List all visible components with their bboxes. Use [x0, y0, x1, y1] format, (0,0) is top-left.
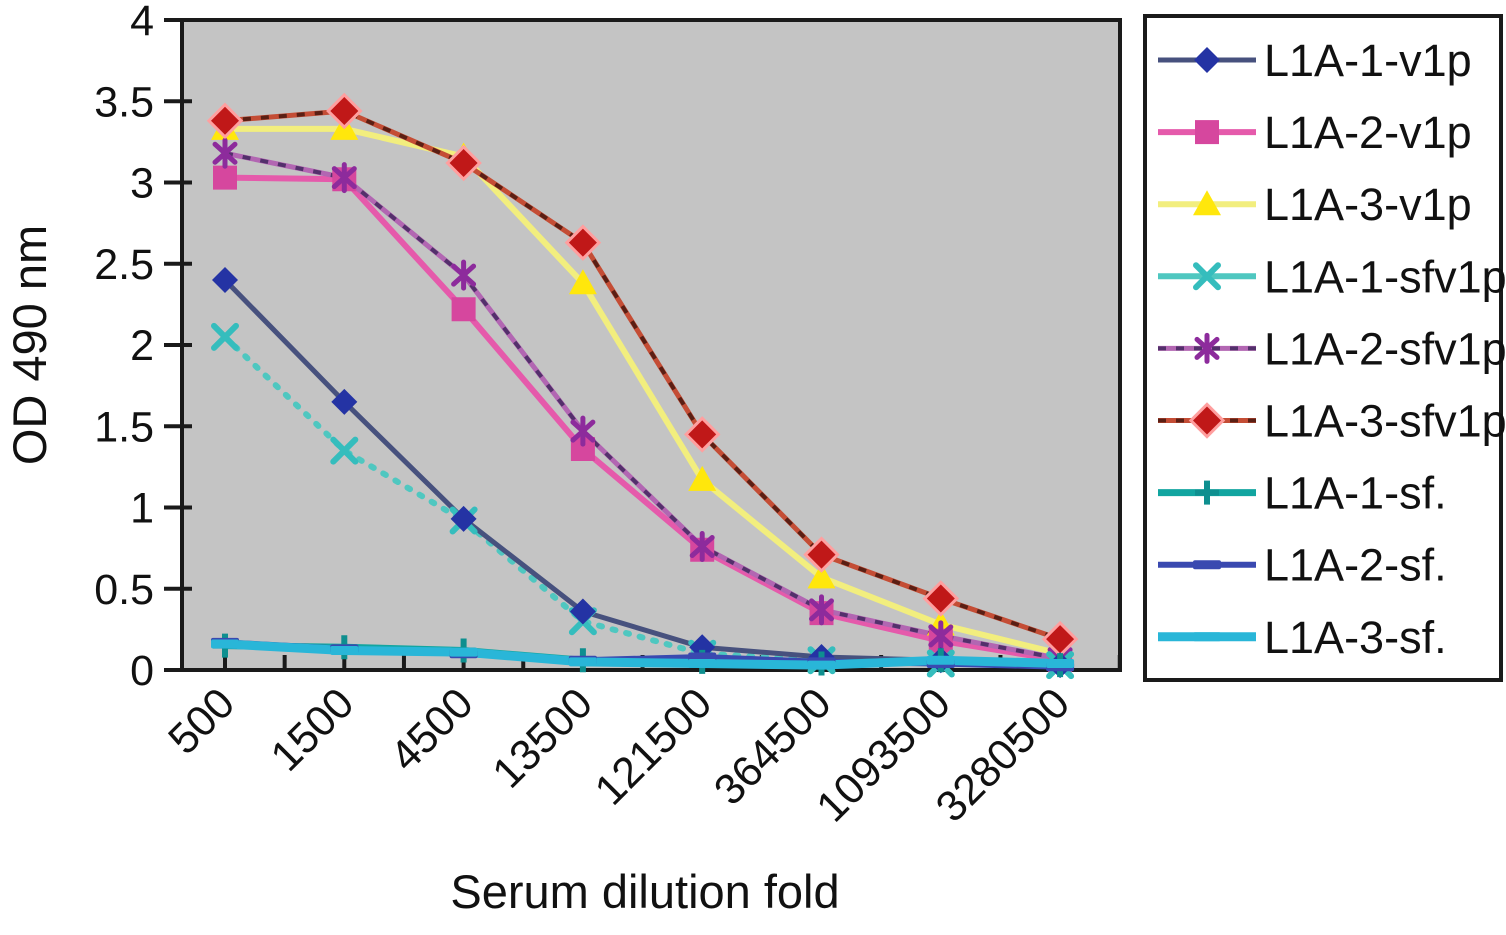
marker-diamond-halo — [803, 536, 840, 573]
marker-triangle — [688, 465, 717, 491]
legend-label: L1A-2-v1p — [1264, 107, 1472, 158]
marker-square — [213, 165, 237, 190]
marker-triangle — [568, 269, 597, 295]
legend-item-L1A-2-sfv1p: L1A-2-sfv1p — [1158, 323, 1506, 374]
marker-asterisk — [451, 263, 477, 287]
y-tick-label: 0 — [130, 647, 154, 695]
y-tick-label: 2.5 — [94, 241, 154, 289]
marker-diamond-halo — [1188, 402, 1226, 439]
marker-hdash — [1193, 560, 1221, 570]
marker-triangle — [807, 563, 836, 589]
legend-item-L1A-1-sfv1p: L1A-1-sfv1p — [1158, 251, 1506, 302]
legend-label: L1A-2-sfv1p — [1264, 323, 1506, 374]
y-tick-label: 0.5 — [94, 566, 154, 614]
legend-item-L1A-2-v1p: L1A-2-v1p — [1158, 107, 1472, 158]
marker-triangle — [1193, 190, 1221, 216]
legend-item-L1A-3-v1p: L1A-3-v1p — [1158, 179, 1472, 230]
legend-item-L1A-1-v1p: L1A-1-v1p — [1158, 35, 1472, 86]
marker-diamond — [1194, 47, 1220, 73]
marker-diamond — [569, 598, 596, 625]
y-tick-label: 3.5 — [94, 78, 154, 126]
marker-diamond-halo — [206, 102, 244, 139]
y-axis-title: OD 490 nm — [3, 225, 56, 465]
series-markers — [206, 92, 1079, 680]
marker-square — [451, 297, 476, 322]
marker-hdash — [807, 660, 836, 670]
marker-hdash — [688, 659, 717, 668]
legend-item-L1A-2-sf.: L1A-2-sf. — [1158, 540, 1447, 591]
marker-hdash — [1193, 632, 1221, 642]
marker-diamond — [212, 267, 238, 293]
series-lines — [220, 108, 1065, 670]
x-axis-title: Serum dilution fold — [450, 865, 839, 918]
series-markers-L1A-2-sfv1p — [212, 137, 1073, 675]
legend-label: L1A-1-sfv1p — [1264, 251, 1506, 302]
legend-label: L1A-3-v1p — [1264, 179, 1472, 230]
marker-asterisk — [331, 166, 357, 190]
marker-diamond-halo — [683, 416, 721, 453]
y-tick-label: 1.5 — [94, 403, 154, 451]
marker-diamond-halo — [564, 224, 602, 261]
series-markers-L1A-3-sfv1p — [206, 92, 1079, 658]
marker-asterisk — [689, 535, 715, 558]
series-line-dash-L1A-3-sfv1p — [224, 108, 1061, 642]
marker-asterisk — [570, 419, 596, 443]
marker-hdash — [211, 639, 239, 649]
legend-item-L1A-3-sf.: L1A-3-sf. — [1158, 612, 1447, 663]
legend-label: L1A-3-sfv1p — [1264, 396, 1506, 447]
series-line-L1A-2-v1p — [222, 174, 1064, 664]
marker-diamond — [450, 505, 477, 532]
series-line-dash-L1A-2-sfv1p — [224, 151, 1061, 661]
marker-diamond-halo — [922, 580, 960, 617]
marker-diamond-halo — [326, 92, 363, 130]
legend-label: L1A-2-sf. — [1264, 540, 1447, 591]
y-tick-label: 2 — [130, 322, 154, 370]
marker-asterisk — [809, 598, 834, 622]
legend: L1A-1-v1p L1A-2-v1p L1A-3-v1p L1A-1-sfv1p L1… — [1158, 35, 1506, 663]
legend-label: L1A-1-v1p — [1264, 35, 1472, 86]
series-markers-L1A-3-sf. — [211, 639, 1075, 670]
marker-square — [1195, 120, 1219, 145]
marker-asterisk — [212, 141, 238, 165]
marker-asterisk — [928, 624, 954, 648]
marker-x — [1193, 262, 1221, 291]
marker-x — [330, 436, 359, 465]
marker-hdash — [568, 657, 597, 667]
legend-item-L1A-3-sfv1p: L1A-3-sfv1p — [1158, 396, 1506, 447]
plot-area — [180, 18, 1122, 672]
marker-diamond-halo — [445, 144, 482, 182]
marker-x — [211, 322, 239, 351]
legend-label: L1A-3-sf. — [1264, 612, 1447, 663]
marker-diamond — [331, 388, 358, 415]
y-tick-label: 1 — [130, 485, 154, 533]
y-tick-label: 3 — [130, 160, 154, 208]
legend-item-L1A-1-sf.: L1A-1-sf. — [1158, 468, 1447, 519]
legend-label: L1A-1-sf. — [1264, 468, 1447, 519]
marker-hdash — [1046, 659, 1075, 668]
marker-hdash — [449, 647, 478, 657]
series-line-L1A-3-v1p — [222, 125, 1064, 657]
y-tick-label: 4 — [130, 0, 154, 45]
series-line-L1A-3-sf. — [220, 639, 1065, 670]
marker-hdash — [926, 655, 955, 665]
marker-asterisk — [1194, 336, 1220, 360]
marker-hdash — [330, 646, 359, 655]
